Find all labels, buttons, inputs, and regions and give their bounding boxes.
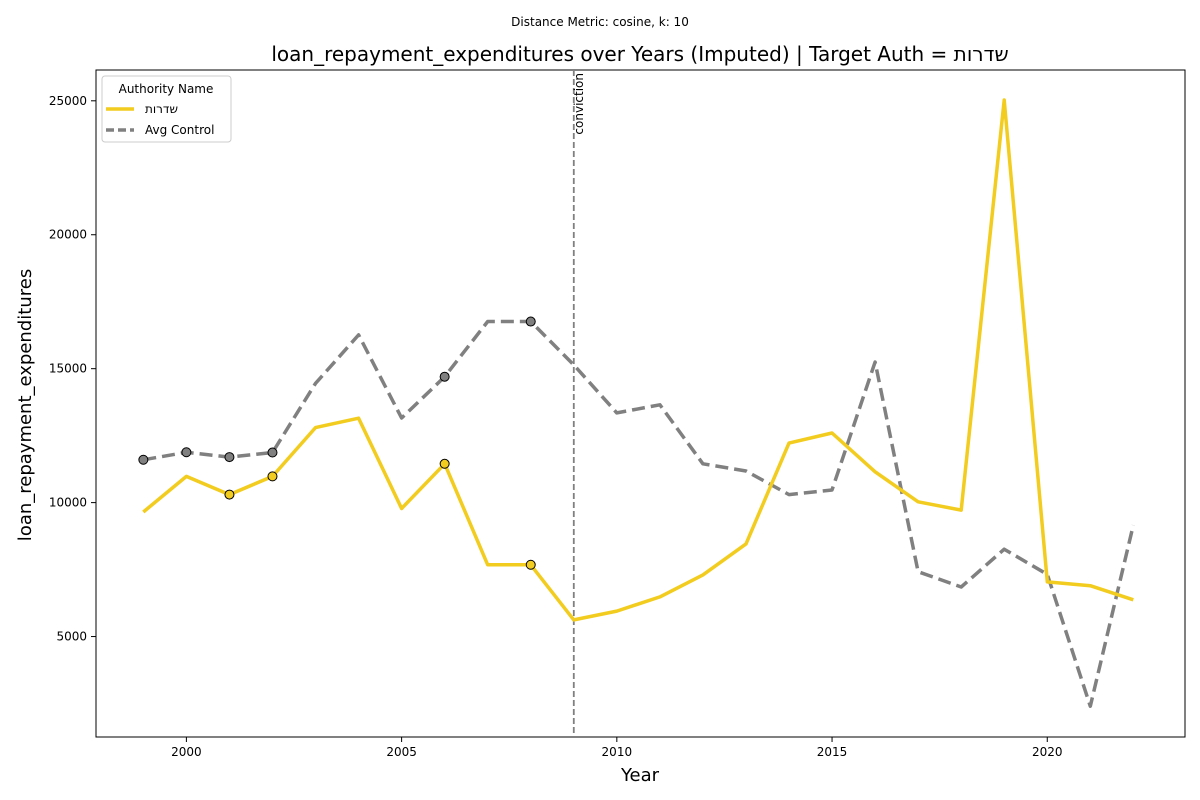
series-line-0 <box>142 98 1134 622</box>
x-tick-label: 2000 <box>171 745 202 759</box>
plot-frame <box>95 69 1186 738</box>
series-marker-1 <box>267 447 278 458</box>
x-axis-label: Year <box>620 765 660 786</box>
legend-label: Avg Control <box>145 123 214 137</box>
y-tick-label: 10000 <box>49 496 87 510</box>
x-tick-label: 2015 <box>817 745 848 759</box>
chart-title: loan_repayment_expenditures over Years (… <box>271 42 1008 66</box>
y-tick-label: 25000 <box>49 94 87 108</box>
x-tick-label: 2005 <box>386 745 417 759</box>
legend: Authority Name שדרות Avg Control <box>101 75 232 143</box>
legend-title: Authority Name <box>119 82 214 96</box>
series-marker-0 <box>439 458 450 469</box>
series-marker-1 <box>224 452 235 463</box>
plot-area: 2000 2005 2010 2015 2020 5000 10000 15000 20000 2… <box>49 69 1186 759</box>
series-marker-0 <box>224 489 235 500</box>
x-tick-label: 2020 <box>1032 745 1063 759</box>
y-tick-label: 15000 <box>49 362 87 376</box>
annotation-label: conviction <box>572 73 586 135</box>
y-tick-label: 5000 <box>56 630 87 644</box>
chart-suptitle: Distance Metric: cosine, k: 10 <box>511 15 689 29</box>
legend-label: שדרות <box>145 102 178 116</box>
series-marker-1 <box>138 454 149 465</box>
y-axis-label: loan_repayment_expenditures <box>15 269 36 541</box>
x-tick-label: 2010 <box>602 745 633 759</box>
series-line-1 <box>142 319 1136 708</box>
series-marker-1 <box>525 316 536 327</box>
series-marker-0 <box>267 471 278 482</box>
series-marker-0 <box>525 559 536 570</box>
y-tick-label: 20000 <box>49 228 87 242</box>
legend-box <box>101 75 232 143</box>
series-marker-1 <box>181 447 192 458</box>
series-marker-1 <box>439 371 450 382</box>
